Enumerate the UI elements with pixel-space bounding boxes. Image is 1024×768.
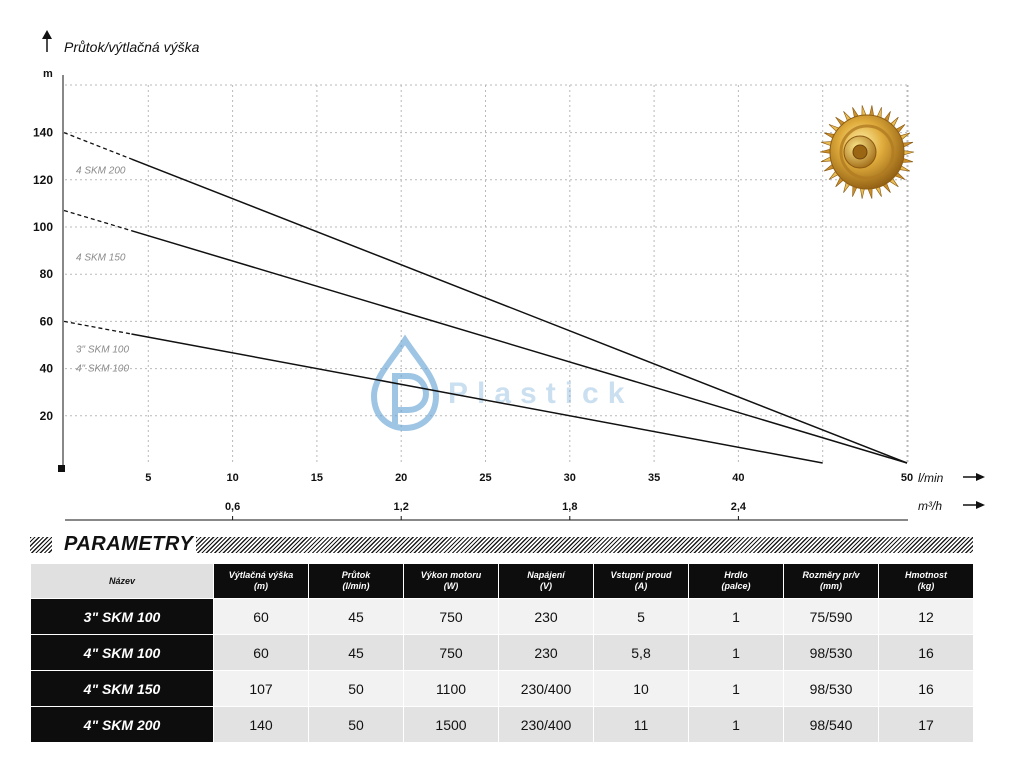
series-line bbox=[131, 229, 908, 464]
table-cell: 17 bbox=[878, 706, 974, 743]
table-cell: 16 bbox=[878, 634, 974, 671]
series-line-dashed bbox=[63, 320, 132, 335]
table-cell: 10 bbox=[593, 670, 689, 707]
plastick-watermark: Plastick bbox=[370, 334, 633, 432]
series-line bbox=[131, 333, 823, 464]
table-cell: 1 bbox=[688, 706, 784, 743]
x2-tick-label: 2,4 bbox=[731, 501, 747, 513]
table-cell: 98/540 bbox=[783, 706, 879, 743]
x2-unit-arrow-head bbox=[976, 501, 985, 509]
header-voltage: Napájení (V) bbox=[498, 563, 594, 599]
x-tick-label: 40 bbox=[732, 472, 744, 484]
watermark-text: Plastick bbox=[448, 377, 633, 410]
x2-tick-label: 0,6 bbox=[225, 501, 240, 513]
table-cell: 1100 bbox=[403, 670, 499, 707]
header-outlet: Hrdlo (palce) bbox=[688, 563, 784, 599]
table-cell: 50 bbox=[308, 670, 404, 707]
y-axis-unit: m bbox=[43, 68, 53, 80]
row-name: 3" SKM 100 bbox=[30, 598, 214, 635]
table-cell: 750 bbox=[403, 598, 499, 635]
x-tick-label: 20 bbox=[395, 472, 407, 484]
x-tick-label: 30 bbox=[564, 472, 576, 484]
x-tick-label: 50 bbox=[901, 472, 913, 484]
series-label: 4 SKM 150 bbox=[76, 253, 126, 264]
header-head: Výtlačná výška (m) bbox=[213, 563, 309, 599]
y-tick-label: 60 bbox=[40, 314, 54, 328]
header-current: Vstupní proud (A) bbox=[593, 563, 689, 599]
table-cell: 45 bbox=[308, 598, 404, 635]
x2-tick-label: 1,2 bbox=[394, 501, 409, 513]
table-cell: 750 bbox=[403, 634, 499, 671]
table-cell: 45 bbox=[308, 634, 404, 671]
y-tick-label: 40 bbox=[40, 362, 54, 376]
origin-marker bbox=[58, 465, 65, 472]
table-cell: 5 bbox=[593, 598, 689, 635]
x-tick-label: 25 bbox=[479, 472, 491, 484]
hatch-decoration-right bbox=[196, 537, 973, 553]
section-title: PARAMETRY bbox=[64, 533, 194, 555]
table-cell: 50 bbox=[308, 706, 404, 743]
series-line-dashed bbox=[63, 131, 132, 160]
table-cell: 1 bbox=[688, 670, 784, 707]
x-tick-label: 10 bbox=[226, 472, 238, 484]
x-tick-label: 15 bbox=[311, 472, 323, 484]
table-cell: 16 bbox=[878, 670, 974, 707]
x-axis-unit: l/min bbox=[918, 471, 944, 485]
y-axis-title: Průtok/výtlačná výška bbox=[64, 39, 200, 55]
table-cell: 230/400 bbox=[498, 706, 594, 743]
series-label: 4 SKM 200 bbox=[76, 165, 126, 176]
table-cell: 1 bbox=[688, 598, 784, 635]
parametry-section-header: PARAMETRY bbox=[30, 533, 973, 556]
y-tick-label: 80 bbox=[40, 267, 54, 281]
header-flow: Průtok (l/min) bbox=[308, 563, 404, 599]
brass-impeller-image bbox=[819, 105, 915, 199]
series-label: 4" SKM 100 bbox=[76, 364, 129, 375]
table-cell: 140 bbox=[213, 706, 309, 743]
table-cell: 98/530 bbox=[783, 670, 879, 707]
table-row: 4" SKM 100 60 45 750 230 5,8 1 98/530 16 bbox=[30, 634, 974, 671]
parameters-table: Název Výtlačná výška (m) Průtok (l/min) Vý… bbox=[30, 563, 974, 743]
y-tick-label: 120 bbox=[33, 173, 53, 187]
x-unit-arrow-head bbox=[976, 473, 985, 481]
table-cell: 98/530 bbox=[783, 634, 879, 671]
x-tick-label: 35 bbox=[648, 472, 660, 484]
table-cell: 12 bbox=[878, 598, 974, 635]
table-row: 4" SKM 150 107 50 1100 230/400 10 1 98/5… bbox=[30, 670, 974, 707]
header-weight: Hmotnost (kg) bbox=[878, 563, 974, 599]
row-name: 4" SKM 200 bbox=[30, 706, 214, 743]
row-name: 4" SKM 100 bbox=[30, 634, 214, 671]
table-cell: 5,8 bbox=[593, 634, 689, 671]
series-line bbox=[131, 158, 908, 464]
x2-axis-unit: m³/h bbox=[918, 499, 942, 513]
y-tick-label: 100 bbox=[33, 220, 53, 234]
table-cell: 107 bbox=[213, 670, 309, 707]
table-cell: 60 bbox=[213, 598, 309, 635]
pump-performance-chart: Průtok/výtlačná výška m l/min m³/h 20 40 6… bbox=[33, 30, 985, 521]
table-cell: 11 bbox=[593, 706, 689, 743]
table-cell: 230 bbox=[498, 598, 594, 635]
series-line-dashed bbox=[63, 209, 132, 232]
y-tick-label: 20 bbox=[40, 409, 54, 423]
table-cell: 230/400 bbox=[498, 670, 594, 707]
table-header-row: Název Výtlačná výška (m) Průtok (l/min) Vý… bbox=[30, 563, 974, 599]
header-dimensions: Rozměry pr/v (mm) bbox=[783, 563, 879, 599]
table-cell: 75/590 bbox=[783, 598, 879, 635]
x2-tick-label: 1,8 bbox=[562, 501, 577, 513]
row-name: 4" SKM 150 bbox=[30, 670, 214, 707]
x-tick-label: 5 bbox=[145, 472, 151, 484]
water-drop-icon bbox=[370, 334, 440, 432]
table-row: 3" SKM 100 60 45 750 230 5 1 75/590 12 bbox=[30, 598, 974, 635]
hatch-decoration-left bbox=[30, 537, 52, 553]
y-tick-label: 140 bbox=[33, 126, 53, 140]
p-letter-icon bbox=[392, 373, 430, 424]
table-cell: 60 bbox=[213, 634, 309, 671]
table-row: 4" SKM 200 140 50 1500 230/400 11 1 98/5… bbox=[30, 706, 974, 743]
table-cell: 1 bbox=[688, 634, 784, 671]
header-motor-power: Výkon motoru (W) bbox=[403, 563, 499, 599]
header-name: Název bbox=[30, 563, 214, 599]
table-cell: 230 bbox=[498, 634, 594, 671]
table-cell: 1500 bbox=[403, 706, 499, 743]
y-axis-arrow-head bbox=[42, 30, 52, 39]
series-label: 3" SKM 100 bbox=[76, 345, 129, 356]
